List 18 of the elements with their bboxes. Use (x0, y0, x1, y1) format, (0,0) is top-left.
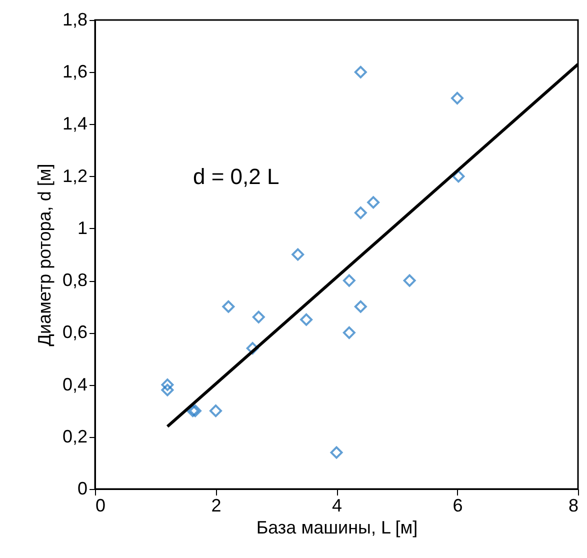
y-tick-label: 0,4 (62, 374, 88, 394)
y-tick-label: 0,6 (62, 322, 88, 342)
x-tick-label: 0 (96, 496, 106, 516)
y-tick-label: 1,4 (62, 114, 88, 134)
x-tick-label: 4 (332, 496, 342, 516)
y-tick-label: 0,8 (62, 270, 88, 290)
y-tick-label: 1,6 (62, 62, 88, 82)
y-tick-label: 1,2 (62, 166, 88, 186)
y-tick-label: 1,8 (62, 10, 88, 30)
x-axis-title: База машины, L [м] (256, 518, 418, 538)
annotation: d = 0,2 L (193, 164, 280, 189)
y-axis-title: Диаметр ротора, d [м] (34, 164, 54, 346)
y-tick-label: 0 (77, 478, 88, 498)
x-tick-label: 2 (211, 496, 222, 516)
x-tick-label: 6 (452, 496, 463, 516)
x-tick-label: 8 (568, 496, 578, 516)
y-tick-label: 1 (77, 218, 88, 238)
y-tick-label: 0,2 (62, 426, 88, 446)
